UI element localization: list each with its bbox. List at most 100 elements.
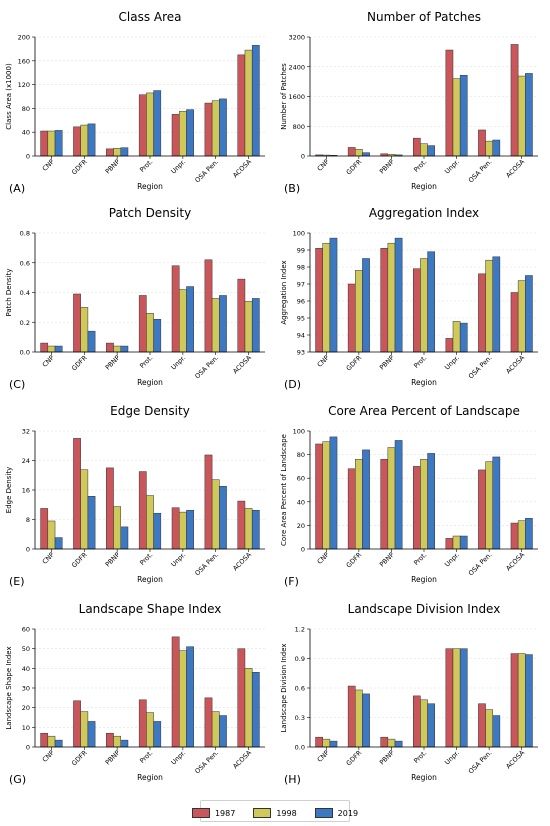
y-tick-label: 0.3 — [295, 714, 305, 722]
chart-title: Edge Density — [110, 404, 190, 418]
y-tick-label: 0 — [26, 153, 30, 161]
bar-1987-prot — [138, 699, 147, 748]
chart-panel-2: Number of Patches 0 800 1600 2400 3200 CNP GDFR… — [280, 10, 538, 195]
bar-1998-acosa — [244, 668, 253, 748]
x-tick-label: OSA Pen. — [467, 158, 494, 185]
bar-1987-gdfr — [347, 685, 356, 748]
bar-2019-unpr — [459, 648, 468, 748]
x-tick-label: OSA Pen. — [467, 749, 494, 776]
x-tick-label: Prot. — [138, 354, 154, 370]
bar-1998-cnp — [47, 735, 56, 748]
bar-2019-prot — [153, 319, 162, 353]
bar-1987-acosa — [510, 653, 519, 748]
x-tick-label: ACOSA — [231, 550, 253, 572]
x-tick-label: OSA Pen. — [193, 749, 220, 776]
x-tick-label: Prot. — [138, 551, 154, 567]
x-tick-label: OSA Pen. — [193, 551, 220, 578]
x-tick-label: CNP — [316, 749, 331, 764]
chart-title: Class Area — [119, 10, 182, 24]
y-tick-label: 20 — [22, 704, 30, 712]
legend-item-2019: 2019 — [314, 808, 358, 818]
y-tick-label: 99 — [297, 247, 305, 255]
bar-1987-osapen — [204, 259, 213, 353]
y-tick-label: 32 — [22, 428, 30, 436]
x-tick-label: PBNP — [104, 354, 122, 372]
x-tick-label: GDFR — [70, 157, 89, 176]
x-tick-label: ACOSA — [504, 157, 526, 179]
bar-1987-pbnp — [106, 732, 114, 748]
bar-1998-cnp — [322, 441, 331, 550]
chart-panel-1: Class Area 0 40 80 120 160 200 CNP GDFR PBNP Prot.… — [5, 10, 265, 195]
bar-1998-pbnp — [387, 447, 396, 550]
bar-2019-gdfr — [362, 693, 370, 748]
bar-2019-pbnp — [394, 440, 403, 550]
bar-1998-gdfr — [355, 459, 363, 550]
x-tick-label: PBNP — [378, 354, 396, 372]
y-tick-label: 1.2 — [295, 626, 305, 634]
x-tick-label: PBNP — [378, 551, 396, 569]
bar-1998-prot — [420, 258, 428, 353]
x-axis-label: Region — [137, 773, 163, 782]
bar-1998-pbnp — [113, 345, 122, 353]
bar-1998-prot — [420, 143, 428, 157]
panel-label: (C) — [9, 378, 25, 391]
x-tick-label: OSA Pen. — [193, 354, 220, 381]
y-tick-label: 0 — [301, 153, 305, 161]
x-tick-label: CNP — [41, 749, 56, 764]
bar-1987-osapen — [478, 273, 486, 353]
y-tick-label: 93 — [297, 349, 305, 357]
chart-title: Landscape Shape Index — [79, 602, 222, 616]
bar-1987-osapen — [478, 469, 486, 550]
legend-label-1987: 1987 — [214, 808, 236, 818]
bar-1987-osapen — [204, 102, 213, 157]
bar-2019-prot — [427, 703, 435, 748]
bar-2019-unpr — [186, 510, 194, 550]
chart-panel-8: Landscape Division Index 0.0 0.3 0.6 0.9 1.2 C… — [280, 602, 538, 786]
legend-swatch-1998 — [253, 808, 272, 818]
bar-1987-gdfr — [73, 438, 81, 550]
bar-1998-unpr — [178, 111, 187, 157]
x-tick-label: Prot. — [138, 158, 154, 174]
x-tick-label: ACOSA — [504, 748, 526, 770]
chart-title: Landscape Division Index — [348, 602, 501, 616]
y-tick-label: 96 — [297, 298, 305, 306]
bar-1998-osapen — [211, 711, 220, 748]
bar-1998-prot — [420, 699, 428, 748]
panel-label: (A) — [9, 182, 25, 195]
bar-1987-prot — [413, 695, 421, 748]
y-tick-label: 160 — [18, 57, 30, 65]
bar-2019-cnp — [54, 130, 63, 157]
legend-swatch-2019 — [314, 808, 333, 818]
y-tick-label: 200 — [18, 34, 30, 42]
bar-2019-acosa — [251, 510, 260, 550]
bar-1987-gdfr — [73, 700, 81, 748]
x-tick-label: Unpr. — [169, 749, 187, 767]
x-tick-label: Prot. — [412, 551, 428, 567]
bar-1998-prot — [420, 459, 428, 550]
chart-title: Number of Patches — [367, 10, 481, 24]
bar-1987-cnp — [40, 342, 49, 353]
x-tick-label: ACOSA — [504, 550, 526, 572]
y-axis-label: Patch Density — [5, 268, 13, 316]
x-tick-label: CNP — [41, 158, 56, 173]
bar-2019-prot — [153, 90, 162, 157]
y-tick-label: 98 — [297, 264, 305, 272]
y-tick-label: 60 — [22, 626, 30, 634]
bar-2019-pbnp — [120, 739, 129, 748]
bar-2019-pbnp — [120, 526, 129, 550]
y-tick-label: 3200 — [288, 34, 305, 42]
bar-2019-unpr — [186, 286, 194, 353]
x-tick-label: ACOSA — [231, 748, 253, 770]
bar-1998-acosa — [517, 280, 526, 353]
chart-panel-5: Edge Density 0 8 16 24 32 CNP GDFR PBNP Prot. Unpr… — [5, 404, 265, 588]
bar-1998-unpr — [452, 78, 461, 157]
bar-1987-cnp — [40, 732, 49, 748]
bar-2019-cnp — [329, 740, 338, 748]
bar-1987-unpr — [445, 338, 454, 353]
bar-1987-osapen — [478, 703, 486, 748]
y-tick-label: 95 — [297, 315, 305, 323]
x-tick-label: Prot. — [138, 749, 154, 765]
bar-2019-osapen — [219, 295, 227, 353]
y-tick-label: 30 — [22, 685, 30, 693]
